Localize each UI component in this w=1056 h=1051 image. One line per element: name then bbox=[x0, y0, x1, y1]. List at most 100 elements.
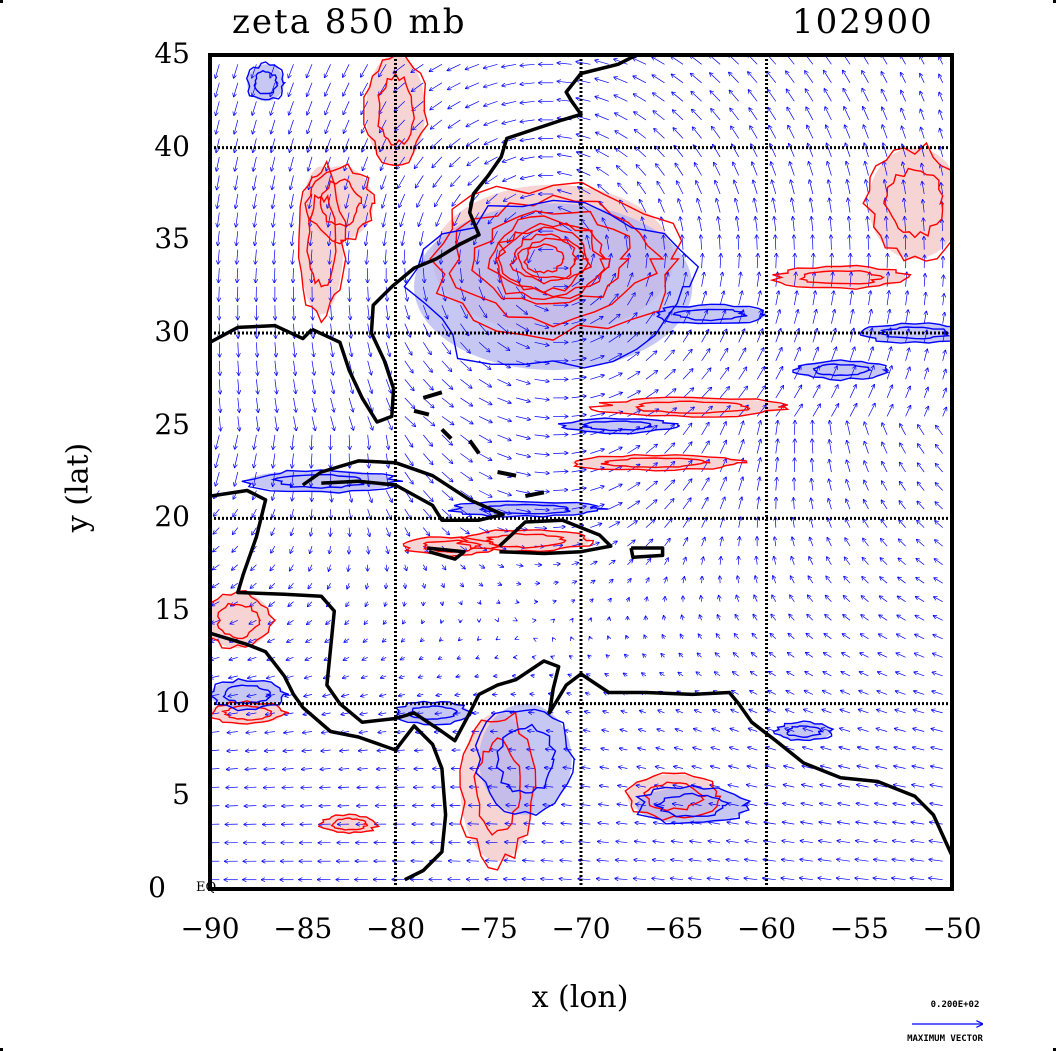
wind-vector bbox=[423, 583, 424, 588]
wind-vector bbox=[520, 120, 535, 122]
wind-vector bbox=[402, 639, 405, 642]
wind-vector bbox=[497, 434, 511, 441]
positive-vorticity-contour bbox=[319, 178, 363, 227]
wind-vector bbox=[775, 367, 783, 380]
wind-vector bbox=[516, 565, 523, 566]
wind-vector bbox=[868, 366, 874, 380]
wind-vector bbox=[821, 766, 832, 769]
wind-vector bbox=[880, 577, 888, 584]
wind-vector bbox=[770, 144, 777, 158]
wind-vector bbox=[235, 175, 239, 190]
wind-vector bbox=[715, 672, 721, 677]
wind-vector bbox=[402, 231, 406, 245]
wind-vector bbox=[849, 217, 850, 232]
wind-vector bbox=[323, 694, 331, 696]
wind-vector bbox=[829, 198, 832, 213]
wind-vector bbox=[903, 180, 906, 195]
wind-vector bbox=[329, 249, 330, 264]
positive-vorticity-contour bbox=[572, 453, 748, 472]
wind-vector bbox=[437, 676, 443, 677]
positive-vorticity-contour bbox=[509, 233, 579, 285]
wind-vector bbox=[253, 156, 257, 171]
wind-vector bbox=[756, 348, 764, 361]
wind-vector bbox=[918, 463, 925, 473]
wind-vector bbox=[404, 397, 415, 409]
wind-vector bbox=[627, 273, 632, 287]
wind-vector bbox=[811, 217, 813, 232]
wind-vector bbox=[343, 64, 350, 77]
wind-vector bbox=[830, 421, 832, 435]
bahamas-island bbox=[468, 439, 481, 455]
wind-vector bbox=[895, 729, 906, 732]
wind-vector bbox=[751, 672, 758, 677]
wind-vector bbox=[256, 416, 258, 430]
wind-vector bbox=[831, 404, 838, 417]
wind-vector bbox=[423, 342, 431, 354]
wind-vector bbox=[441, 416, 454, 424]
wind-vector bbox=[326, 620, 331, 624]
positive-vorticity-contour bbox=[882, 167, 944, 239]
wind-vector bbox=[448, 82, 461, 90]
wind-vector bbox=[547, 731, 554, 732]
wind-vector bbox=[737, 217, 739, 232]
wind-vector bbox=[887, 272, 888, 287]
wind-vector bbox=[775, 235, 776, 250]
negative-vorticity-contour bbox=[792, 359, 890, 382]
wind-vector bbox=[860, 653, 869, 658]
wind-vector bbox=[784, 766, 795, 769]
wind-vector bbox=[922, 182, 924, 195]
negative-vorticity-contour bbox=[474, 708, 576, 816]
wind-vector bbox=[516, 508, 530, 512]
wind-vector bbox=[534, 398, 549, 400]
wind-vector bbox=[663, 235, 664, 250]
wind-vector bbox=[827, 538, 832, 547]
wind-vector bbox=[394, 101, 406, 111]
wind-vector bbox=[460, 397, 472, 406]
wind-vector bbox=[701, 537, 705, 547]
wind-vector bbox=[460, 527, 469, 534]
wind-vector bbox=[543, 823, 554, 824]
wind-vector bbox=[294, 342, 296, 356]
wind-vector bbox=[577, 170, 591, 176]
wind-vector bbox=[217, 212, 219, 227]
wind-vector bbox=[626, 636, 627, 639]
wind-vector bbox=[484, 119, 498, 125]
wind-vector bbox=[405, 583, 406, 588]
wind-vector bbox=[217, 193, 220, 208]
wind-vector bbox=[441, 286, 446, 301]
wind-vector bbox=[368, 546, 369, 554]
wind-vector bbox=[307, 64, 313, 77]
wind-vector bbox=[423, 379, 433, 390]
wind-vector bbox=[858, 728, 869, 732]
wind-vector bbox=[713, 145, 721, 158]
wind-vector bbox=[942, 350, 946, 361]
wind-vector bbox=[616, 841, 628, 842]
wind-vector bbox=[508, 768, 517, 769]
wind-vector bbox=[678, 199, 684, 213]
wind-vector bbox=[377, 750, 387, 751]
wind-vector bbox=[692, 766, 702, 768]
wind-vector bbox=[367, 416, 373, 430]
wind-vector bbox=[916, 578, 925, 584]
wind-vector bbox=[776, 458, 778, 473]
negative-vorticity-contour bbox=[581, 420, 654, 432]
wind-vector bbox=[614, 95, 628, 102]
wind-vector bbox=[226, 787, 238, 788]
wind-vector bbox=[756, 405, 766, 417]
wind-vector bbox=[645, 481, 657, 491]
wind-vector bbox=[636, 165, 647, 176]
wind-vector bbox=[790, 595, 795, 602]
wind-vector bbox=[442, 583, 444, 587]
wind-vector bbox=[637, 767, 646, 769]
wind-vector bbox=[756, 477, 760, 491]
wind-vector bbox=[344, 156, 350, 171]
wind-vector bbox=[557, 81, 572, 83]
wind-vector bbox=[936, 426, 943, 436]
wind-vector bbox=[664, 292, 671, 306]
wind-vector bbox=[255, 231, 257, 245]
wind-vector bbox=[361, 64, 369, 77]
wind-vector bbox=[794, 404, 802, 417]
wind-vector bbox=[590, 336, 603, 343]
wind-vector bbox=[847, 421, 851, 435]
wind-vector bbox=[913, 747, 925, 751]
